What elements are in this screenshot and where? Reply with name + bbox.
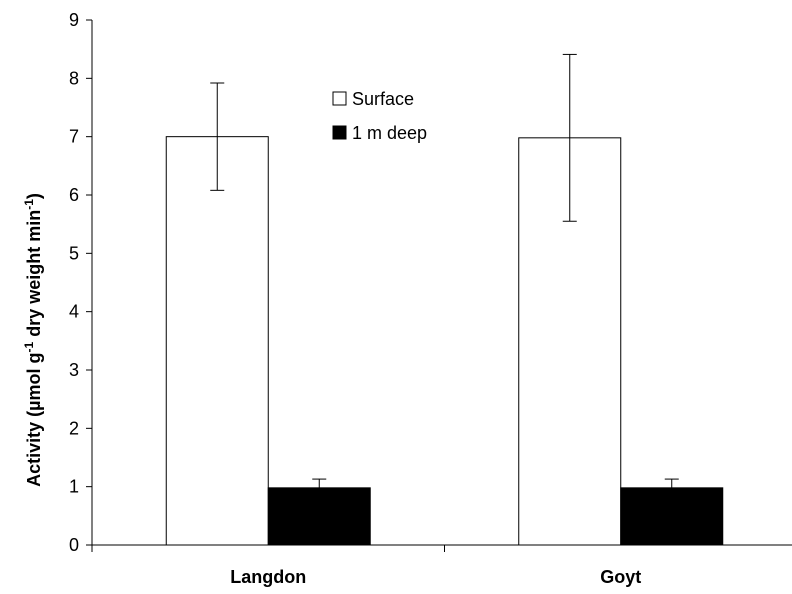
- y-axis: 0 1 2 3 4 5 6 7 8 9: [69, 10, 93, 555]
- legend-swatch-1m-deep: [332, 125, 347, 140]
- y-tick-label: 3: [69, 360, 79, 380]
- y-title-sup-2: -1: [22, 199, 36, 210]
- legend: Surface 1 m deep: [332, 89, 427, 143]
- y-title-mid: dry weight min: [24, 210, 44, 342]
- bar: [267, 487, 371, 546]
- legend-swatch-surface: [332, 91, 347, 106]
- error-bars: [210, 53, 679, 488]
- y-title-base: Activity (µmol g: [24, 352, 44, 486]
- y-tick-label: 5: [69, 243, 79, 263]
- y-tick-label: 8: [69, 68, 79, 88]
- y-tick-label: 9: [69, 10, 79, 30]
- y-tick-label: 6: [69, 185, 79, 205]
- bars: [165, 136, 724, 546]
- x-axis: Langdon Goyt: [91, 544, 792, 587]
- y-tick-label: 1: [69, 477, 79, 497]
- x-category-label: Goyt: [600, 567, 641, 587]
- y-title-sup-1: -1: [22, 341, 36, 352]
- legend-label-surface: Surface: [352, 89, 414, 109]
- bar: [165, 136, 269, 546]
- y-title-end: ): [24, 193, 44, 199]
- x-category-label: Langdon: [230, 567, 306, 587]
- bar: [620, 487, 724, 546]
- legend-label-1m-deep: 1 m deep: [352, 123, 427, 143]
- y-tick-label: 0: [69, 535, 79, 555]
- y-tick-label: 7: [69, 127, 79, 147]
- y-tick-label: 4: [69, 302, 79, 322]
- y-tick-label: 2: [69, 418, 79, 438]
- y-axis-title: Activity (µmol g-1 dry weight min-1): [22, 193, 44, 487]
